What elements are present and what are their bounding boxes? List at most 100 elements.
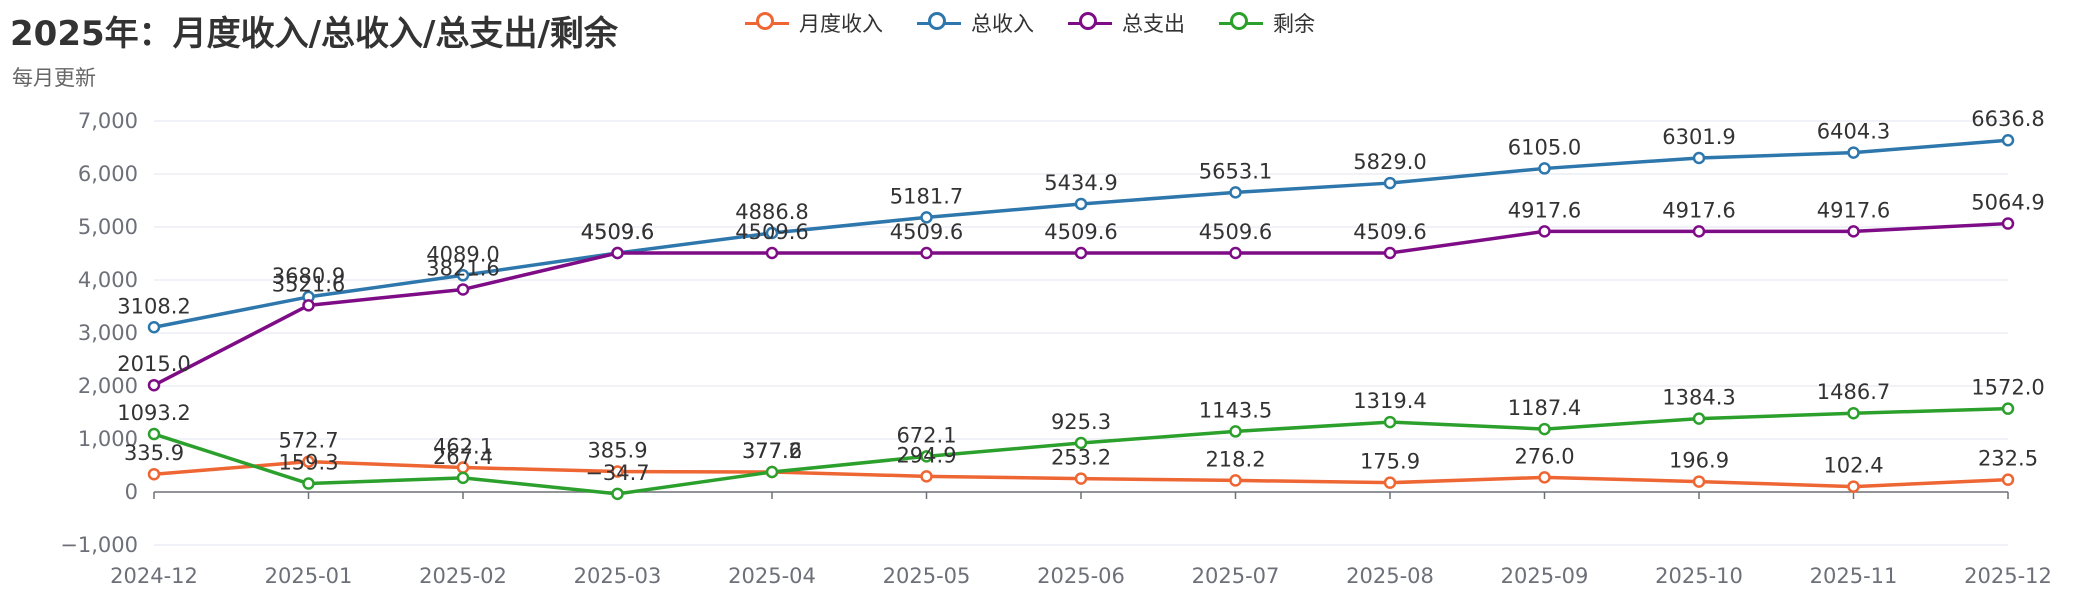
- data-point: [2001, 217, 2015, 230]
- data-point: [1847, 406, 1860, 420]
- data-point: [302, 455, 315, 468]
- data-point: [1383, 476, 1397, 489]
- y-tick-label: 7,000: [78, 109, 138, 133]
- data-label: 1093.2: [117, 401, 190, 425]
- data-label: 1572.0: [1971, 376, 2044, 400]
- data-label: 4917.6: [1817, 198, 1890, 222]
- data-label: 196.9: [1669, 449, 1729, 473]
- data-point: [1538, 162, 1551, 175]
- x-tick-label: 2025-11: [1810, 564, 1898, 588]
- legend-item[interactable]: 总支出: [1068, 8, 1185, 38]
- data-point: [302, 299, 315, 312]
- y-tick-label: 0: [125, 480, 138, 504]
- data-label: 102.4: [1823, 454, 1883, 478]
- data-label: 4886.8: [735, 200, 808, 224]
- data-label: 1319.4: [1353, 389, 1426, 413]
- data-label: 462.1: [433, 435, 493, 459]
- x-tick-label: 2025-01: [265, 564, 353, 588]
- data-label: 276.0: [1514, 444, 1574, 468]
- y-tick-label: 1,000: [78, 427, 138, 451]
- y-tick-label: 3,000: [78, 321, 138, 345]
- x-tick-label: 2025-12: [1964, 564, 2052, 588]
- data-point: [1074, 472, 1088, 485]
- data-point: [147, 321, 161, 334]
- legend-label: 月度收入: [799, 12, 883, 36]
- y-tick-label: 4,000: [78, 268, 138, 292]
- data-label: 572.7: [278, 429, 338, 453]
- data-label: 267.4: [433, 445, 493, 469]
- data-point: [2001, 473, 2015, 486]
- data-label: 4509.6: [1353, 220, 1426, 244]
- data-label: 672.1: [896, 423, 956, 447]
- data-label: 175.9: [1360, 450, 1420, 474]
- data-point: [1847, 225, 1860, 238]
- data-point: [765, 246, 779, 260]
- data-label: 4089.0: [426, 242, 499, 266]
- data-label: 253.2: [1051, 446, 1111, 470]
- data-label: 5064.9: [1971, 191, 2044, 215]
- data-label: 335.9: [124, 441, 184, 465]
- data-point: [1383, 176, 1397, 190]
- data-point: [611, 246, 624, 260]
- data-point: [456, 283, 470, 296]
- data-label: 4509.6: [581, 220, 654, 244]
- data-label: 6105.0: [1508, 135, 1581, 159]
- legend-item[interactable]: 总收入: [917, 8, 1034, 38]
- data-point: [920, 211, 933, 224]
- data-point: [147, 378, 161, 392]
- data-point: [1383, 246, 1397, 260]
- data-point: [1692, 225, 1706, 238]
- data-point: [302, 477, 315, 490]
- chart-legend: 月度收入 总收入 总支出 剩余: [745, 8, 1315, 38]
- data-label: 5181.7: [890, 184, 963, 208]
- legend-swatch-icon: [1068, 10, 1112, 36]
- data-label: 4509.6: [1044, 220, 1117, 244]
- data-label: 6301.9: [1662, 125, 1735, 149]
- legend-swatch-icon: [917, 10, 961, 36]
- data-point: [2001, 402, 2015, 415]
- legend-swatch-icon: [1219, 10, 1263, 36]
- chart-subtitle: 每月更新: [12, 66, 96, 90]
- data-label: 3521.6: [272, 272, 345, 296]
- data-point: [147, 467, 161, 481]
- data-point: [1692, 151, 1706, 165]
- data-label: 4917.6: [1662, 198, 1735, 222]
- data-point: [147, 427, 161, 441]
- legend-item[interactable]: 剩余: [1219, 8, 1315, 38]
- y-tick-label: 5,000: [78, 215, 138, 239]
- data-point: [1538, 471, 1551, 484]
- x-tick-label: 2024-12: [110, 564, 198, 588]
- data-label: 3680.9: [272, 264, 345, 288]
- data-point: [611, 465, 624, 478]
- data-point: [1538, 422, 1551, 436]
- data-point: [1229, 186, 1242, 199]
- data-point: [1847, 480, 1860, 493]
- data-point: [1074, 197, 1088, 211]
- data-point: [456, 471, 470, 485]
- data-label: 385.9: [587, 439, 647, 463]
- x-tick-label: 2025-07: [1192, 564, 1280, 588]
- data-label: 1384.3: [1662, 386, 1735, 410]
- data-label: 4509.6: [1199, 220, 1272, 244]
- data-label: 4509.6: [890, 220, 963, 244]
- series-points: [147, 133, 2015, 501]
- chart-title: 2025年：月度收入/总收入/总支出/剩余: [10, 14, 618, 54]
- data-point: [1229, 474, 1242, 487]
- data-label: 232.5: [1978, 447, 2038, 471]
- data-label: −34.7: [585, 461, 649, 485]
- legend-item[interactable]: 月度收入: [745, 8, 883, 38]
- data-point: [920, 470, 933, 483]
- data-label: 5434.9: [1044, 171, 1117, 195]
- data-label: 3821.6: [426, 256, 499, 280]
- data-label: 294.9: [896, 443, 956, 467]
- x-tick-label: 2025-06: [1037, 564, 1125, 588]
- data-label: 925.3: [1051, 410, 1111, 434]
- x-tick-label: 2025-09: [1501, 564, 1589, 588]
- data-label: 1143.5: [1199, 398, 1272, 422]
- data-point: [1847, 146, 1860, 159]
- x-tick-label: 2025-08: [1346, 564, 1434, 588]
- y-tick-label: 2,000: [78, 374, 138, 398]
- data-point: [920, 246, 933, 260]
- data-label: 4509.6: [581, 220, 654, 244]
